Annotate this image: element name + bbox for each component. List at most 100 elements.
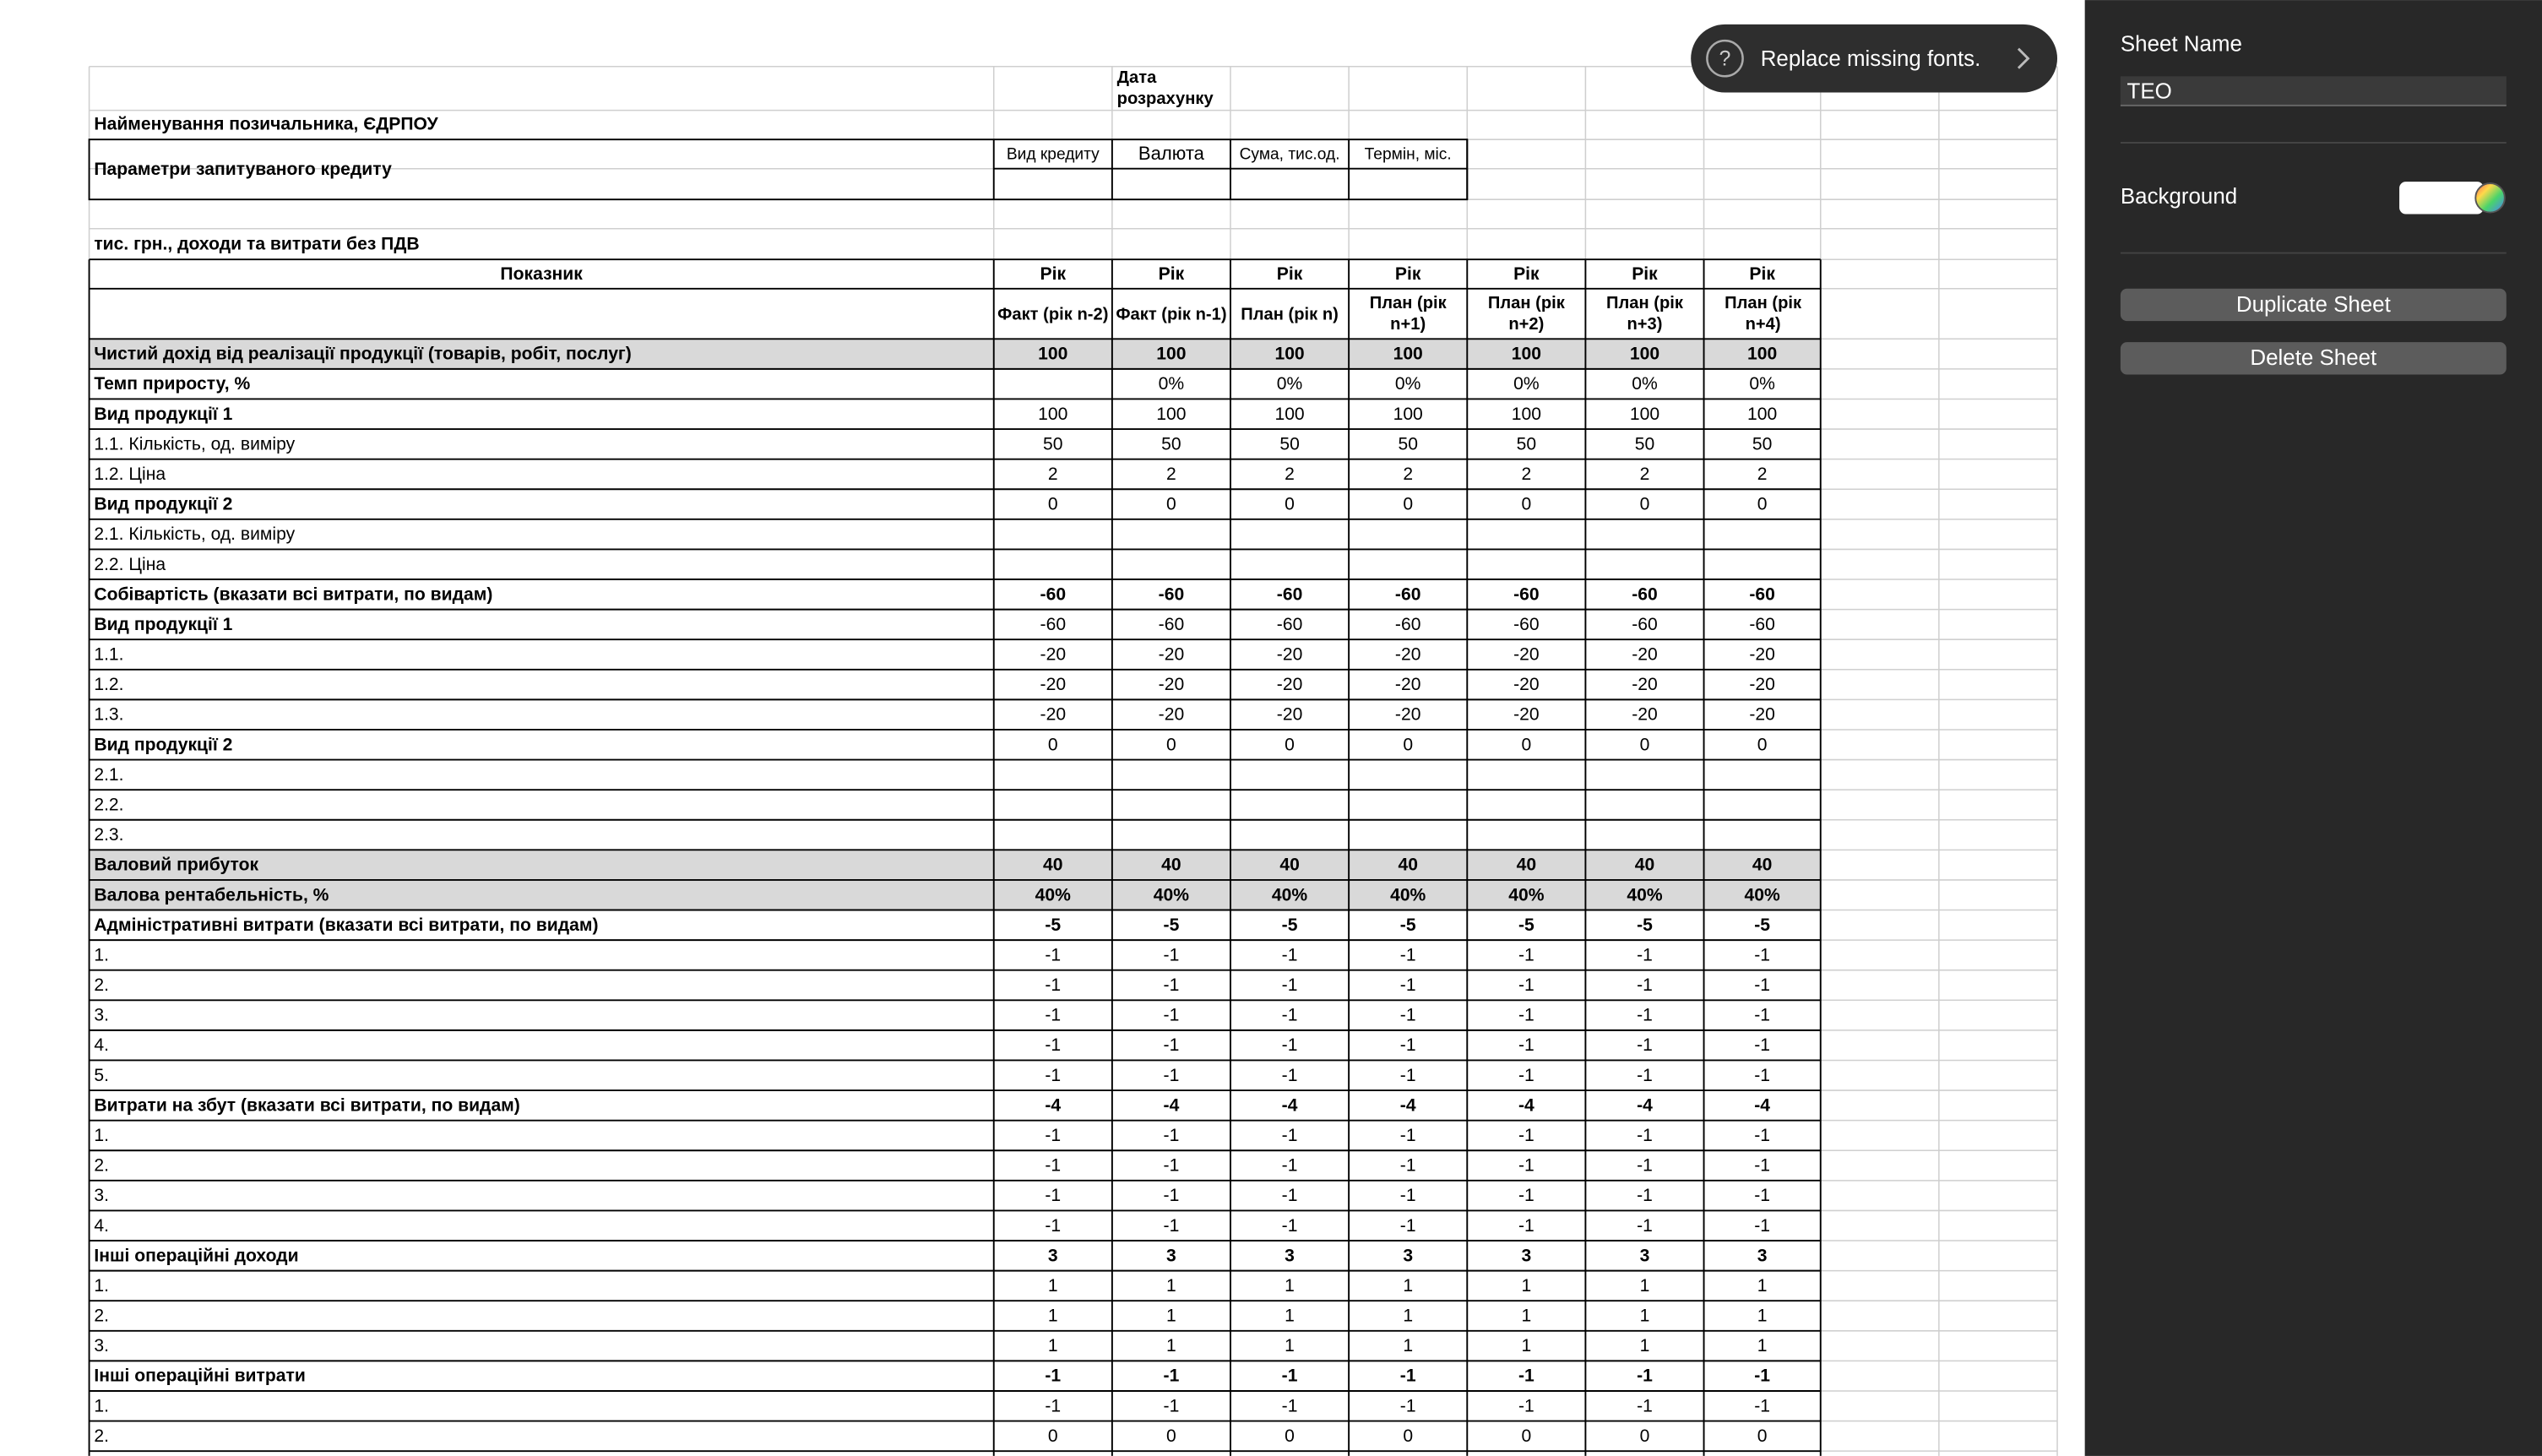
cell-value: -1 bbox=[1518, 1006, 1534, 1025]
cell-value: -1 bbox=[1164, 1216, 1180, 1236]
cell-value: 1 bbox=[1640, 1276, 1650, 1296]
row-label: 1. bbox=[94, 1396, 109, 1415]
toast[interactable]: ? Replace missing fonts. bbox=[1691, 24, 2058, 93]
cell-value: -1 bbox=[1754, 1035, 1770, 1055]
duplicate-sheet-label[interactable]: Duplicate Sheet bbox=[2236, 293, 2392, 317]
delete-sheet-button[interactable] bbox=[2120, 342, 2507, 375]
cell-value: -1 bbox=[1164, 1186, 1180, 1205]
toast-background[interactable] bbox=[1691, 24, 2058, 93]
cell-value: -1 bbox=[1400, 1366, 1416, 1386]
cell-value: -1 bbox=[1518, 1216, 1534, 1236]
cell-value: 0 bbox=[1048, 735, 1058, 754]
cell-value: 1 bbox=[1757, 1307, 1768, 1326]
row-label: 1. bbox=[94, 945, 109, 964]
cell-value: 0% bbox=[1395, 374, 1421, 394]
cell-value: 1 bbox=[1640, 1336, 1650, 1355]
row-label: Вид продукції 1 bbox=[94, 405, 232, 424]
color-picker[interactable] bbox=[2474, 182, 2506, 214]
sheet-name-value[interactable]: TEO bbox=[2127, 79, 2172, 103]
cell-value: -5 bbox=[1045, 915, 1061, 935]
row-label: 4. bbox=[94, 1035, 109, 1055]
header-cell: Дата розрахунку bbox=[1117, 68, 1214, 108]
cell-value: 0 bbox=[1521, 495, 1531, 514]
cell-value: -20 bbox=[1159, 705, 1185, 725]
cell-value: 50 bbox=[1161, 434, 1181, 454]
header-text: План (рік n+2) bbox=[1487, 293, 1565, 334]
cell-value: -60 bbox=[1513, 584, 1540, 604]
cell-value: 0% bbox=[1159, 374, 1185, 394]
row-label: 2. bbox=[94, 1426, 109, 1446]
help-icon-text: ? bbox=[1719, 47, 1731, 71]
cell-value: 50 bbox=[1635, 434, 1654, 454]
cell-value: -1 bbox=[1045, 1216, 1061, 1236]
cell-value: -1 bbox=[1400, 945, 1416, 964]
cell-value: 0 bbox=[1166, 1426, 1176, 1446]
cell-value: -1 bbox=[1754, 1186, 1770, 1205]
cell-value: -5 bbox=[1518, 915, 1534, 935]
cell-value: 1 bbox=[1521, 1307, 1531, 1326]
cell-value: -1 bbox=[1518, 1186, 1534, 1205]
cell-value: 0 bbox=[1048, 1426, 1058, 1446]
header-text: Факт (рік n-2) bbox=[997, 304, 1109, 324]
cell-value: 40% bbox=[1508, 885, 1544, 905]
cell-value: 50 bbox=[1043, 434, 1062, 454]
cell-value: -1 bbox=[1045, 1035, 1061, 1055]
cell-value: -1 bbox=[1164, 1156, 1180, 1176]
cell-value: -1 bbox=[1282, 1396, 1298, 1415]
cell-value: 1 bbox=[1166, 1276, 1176, 1296]
cell-value: 0 bbox=[1403, 735, 1413, 754]
cell-value: -1 bbox=[1045, 1156, 1061, 1176]
cell-value: 40% bbox=[1745, 885, 1780, 905]
background-swatch[interactable] bbox=[2399, 182, 2484, 215]
cell-value: -60 bbox=[1277, 584, 1303, 604]
row-label: 1. bbox=[94, 1276, 109, 1296]
cell-value: 100 bbox=[1393, 405, 1423, 424]
cell-value: -20 bbox=[1040, 675, 1067, 694]
cell-value: -20 bbox=[1159, 675, 1185, 694]
cell-value: 3 bbox=[1048, 1246, 1058, 1265]
cell-value: -1 bbox=[1400, 1156, 1416, 1176]
credit-header: Сума, тис.од. bbox=[1240, 145, 1340, 163]
sheet-name-input[interactable] bbox=[2120, 76, 2507, 106]
row-shade bbox=[89, 850, 1821, 880]
cell-value: -1 bbox=[1637, 1396, 1653, 1415]
row-shade bbox=[89, 339, 1821, 369]
delete-sheet-label[interactable]: Delete Sheet bbox=[2250, 346, 2377, 370]
row-label: Витрати на збут (вказати всі витрати, по… bbox=[94, 1095, 520, 1115]
cell-value: 1 bbox=[1048, 1336, 1058, 1355]
cell-value: 50 bbox=[1517, 434, 1536, 454]
background-label: Background bbox=[2121, 185, 2237, 209]
toast-text[interactable]: Replace missing fonts. bbox=[1761, 47, 1981, 71]
cell-value: 1 bbox=[1285, 1307, 1295, 1326]
cell-value: -1 bbox=[1754, 1006, 1770, 1025]
row-label: Адміністративні витрати (вказати всі вит… bbox=[94, 915, 598, 935]
sheet-grid bbox=[88, 66, 2058, 1456]
cell-value: -1 bbox=[1754, 975, 1770, 995]
cell-value: -1 bbox=[1637, 1035, 1653, 1055]
cell-value: 100 bbox=[1156, 405, 1186, 424]
row-label: 1.2. Ціна bbox=[94, 465, 166, 484]
cell-value: 100 bbox=[1512, 345, 1541, 364]
cell-value: 0 bbox=[1403, 1426, 1413, 1446]
duplicate-sheet-button[interactable] bbox=[2120, 288, 2507, 322]
cell-value: 3 bbox=[1166, 1246, 1176, 1265]
cell-value: -5 bbox=[1164, 915, 1180, 935]
cell-value: -1 bbox=[1164, 1035, 1180, 1055]
cell-value: 2 bbox=[1521, 465, 1531, 484]
cell-value: 0 bbox=[1166, 735, 1176, 754]
cell-value: -1 bbox=[1045, 975, 1061, 995]
cell-value: 3 bbox=[1521, 1246, 1531, 1265]
cell-value: -1 bbox=[1400, 975, 1416, 995]
cell-value: -60 bbox=[1395, 584, 1421, 604]
header-cell: План (рік n+4) bbox=[1725, 294, 1801, 334]
cell-value: -4 bbox=[1637, 1095, 1653, 1115]
cell-value: 1 bbox=[1757, 1276, 1768, 1296]
cell-value: -20 bbox=[1749, 675, 1775, 694]
row-label: Вид продукції 2 bbox=[94, 735, 232, 754]
cell-value: -1 bbox=[1518, 1156, 1534, 1176]
cell-value: 3 bbox=[1285, 1246, 1295, 1265]
cell-value: -1 bbox=[1282, 1216, 1298, 1236]
cell-value: 40% bbox=[1627, 885, 1662, 905]
cell-value: 0 bbox=[1757, 735, 1768, 754]
cell-value: -20 bbox=[1632, 705, 1658, 725]
